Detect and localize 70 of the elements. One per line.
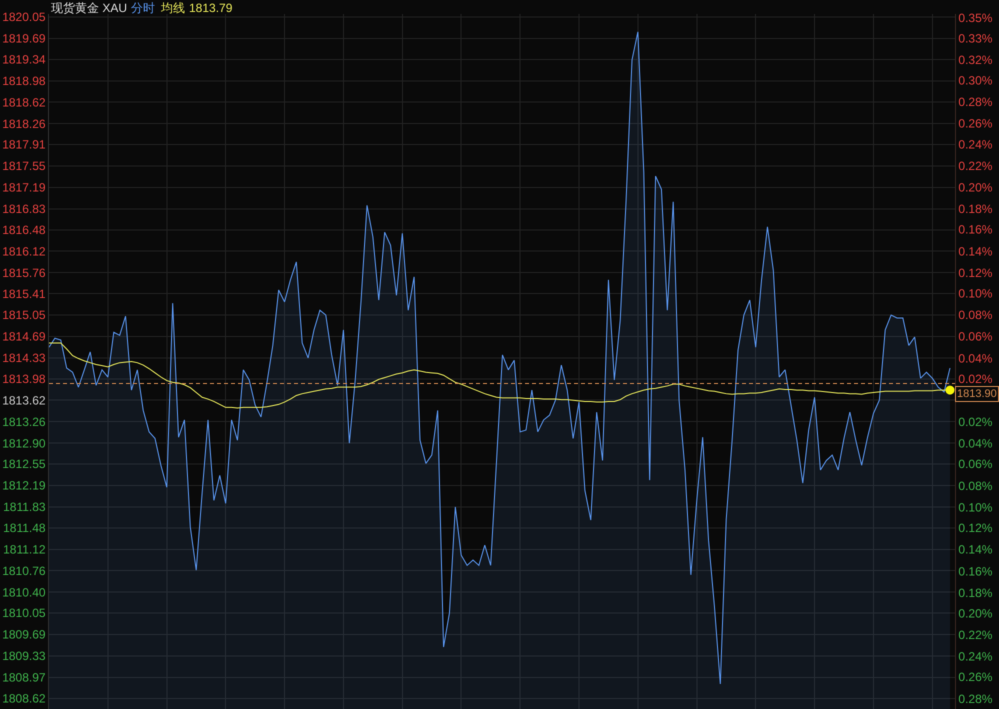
y-tick-label: 1812.55 [2, 457, 46, 472]
y2-tick-label: 0.04% [958, 436, 993, 451]
y2-tick-label: 0.06% [958, 330, 993, 344]
y-tick-label: 1820.05 [2, 10, 46, 24]
y2-tick-label: 0.30% [958, 73, 993, 88]
y2-tick-label: 0.02% [958, 415, 993, 430]
y-tick-label: 1810.76 [2, 564, 46, 578]
y2-tick-label: 0.22% [958, 158, 993, 173]
y-tick-label: 1810.05 [2, 606, 46, 620]
y2-tick-label: 0.04% [958, 351, 993, 366]
y2-tick-label: 0.32% [958, 52, 993, 67]
y-tick-label: 1808.97 [2, 670, 46, 685]
y-tick-label: 1815.76 [2, 266, 46, 280]
y-tick-label: 1814.33 [2, 351, 46, 366]
y-tick-label: 1812.19 [2, 478, 46, 493]
y2-tick-label: 0.06% [958, 457, 993, 472]
y2-tick-label: 0.28% [958, 95, 993, 110]
y2-tick-label: 0.33% [958, 31, 993, 46]
y2-tick-label: 0.10% [958, 500, 993, 514]
y2-tick-label: 0.28% [958, 692, 993, 706]
text: 均线 [160, 1, 185, 15]
y2-tick-label: 0.26% [958, 670, 993, 684]
y2-tick-label: 0.12% [958, 266, 993, 280]
annotation: 1813.79 [189, 1, 233, 15]
y-tick-label: 1811.83 [3, 500, 46, 514]
y-tick-label: 1809.69 [2, 628, 46, 642]
y2-tick-label: 0.02% [958, 372, 993, 386]
y-tick-label: 1813.98 [2, 372, 46, 386]
y2-tick-label: 0.18% [958, 202, 993, 216]
y2-tick-label: 0.26% [958, 116, 993, 131]
y2-tick-label: 0.24% [958, 137, 993, 152]
y2-tick-label: 0.18% [958, 586, 993, 600]
y-tick-label: 1810.40 [2, 585, 46, 600]
y-tick-label: 1815.41 [2, 286, 46, 301]
y-tick-label: 1811.12 [3, 542, 46, 556]
y-tick-label: 1812.90 [2, 436, 46, 450]
y2-tick-label: 0.12% [958, 521, 993, 536]
y-tick-label: 1818.26 [2, 116, 46, 131]
y2-tick-label: 0.20% [958, 606, 993, 620]
y-tick-label: 1817.19 [2, 180, 46, 195]
y-tick-label: 1808.62 [2, 691, 46, 706]
y2-tick-label: 0.16% [958, 222, 993, 237]
y2-tick-label: 0.08% [958, 308, 993, 322]
y-tick-label: 1816.83 [2, 202, 46, 216]
y-tick-label: 1811.48 [3, 521, 46, 535]
y2-tick-label: 0.24% [958, 650, 993, 664]
y2-tick-label: 0.20% [958, 180, 993, 194]
y-tick-label: 1816.48 [2, 222, 46, 237]
chart-title: 现货黄金 XAU [51, 1, 128, 15]
y-tick-label: 1815.05 [2, 308, 46, 322]
y-tick-label: 1818.62 [2, 95, 46, 110]
y2-tick-label: 0.35% [958, 10, 993, 25]
y2-tick-label: 0.14% [958, 244, 993, 258]
y-tick-label: 1817.91 [2, 138, 46, 152]
y2-tick-label: 0.16% [958, 564, 993, 578]
y-tick-label: 1813.62 [2, 393, 46, 408]
y2-tick-label: 0.22% [958, 628, 993, 642]
y-tick-label: 1819.69 [2, 32, 46, 46]
y-tick-label: 1816.12 [2, 244, 46, 258]
ref-line-label: 1813.90 [957, 388, 997, 400]
y2-tick-label: 0.10% [958, 286, 993, 300]
y-tick-label: 1817.55 [2, 159, 46, 174]
y-tick-label: 1814.69 [2, 330, 46, 344]
y-tick-label: 1818.98 [2, 74, 46, 88]
y2-tick-label: 0.14% [958, 542, 993, 557]
y-tick-label: 1819.34 [2, 52, 46, 66]
y2-tick-label: 0.08% [958, 478, 993, 493]
y-tick-label: 1809.33 [2, 649, 46, 664]
y-tick-label: 1813.26 [2, 414, 46, 429]
text: 分时 [131, 1, 155, 15]
